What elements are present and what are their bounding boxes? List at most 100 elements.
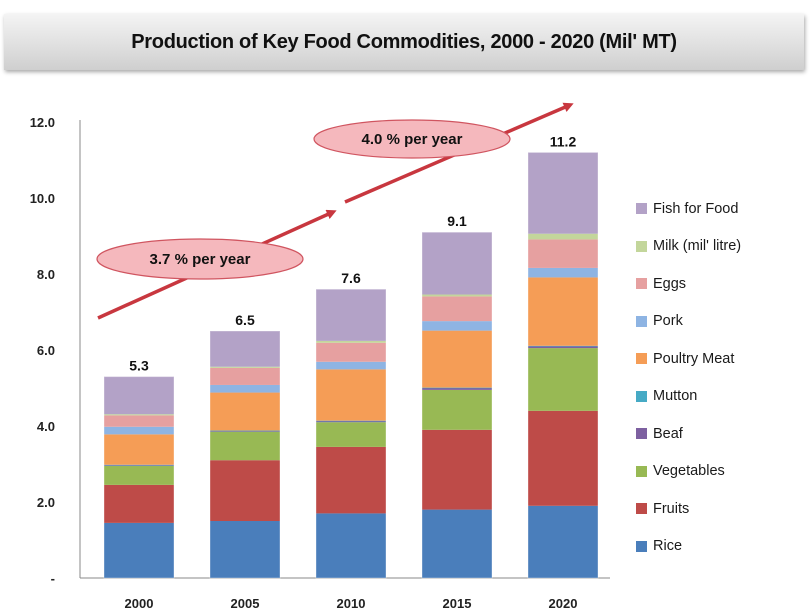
bar-stack: [527, 151, 599, 579]
bar-segment-eggs: [422, 296, 492, 322]
legend-swatch: [636, 390, 647, 402]
bar-segment-pork: [528, 267, 598, 278]
legend-swatch: [636, 278, 647, 290]
bar-outline: [315, 288, 387, 579]
legend-swatch: [636, 203, 647, 215]
bar-segment-beaf: [316, 421, 386, 423]
bar-segment-poultry-meat: [316, 369, 386, 421]
x-tick-label: 2010: [337, 596, 366, 611]
bar-outline: [103, 376, 175, 579]
bar-stack: [421, 231, 493, 579]
bar-segment-poultry-meat: [210, 392, 280, 431]
bar-segment-milk-mil-litre: [104, 414, 174, 416]
chart-title: Production of Key Food Commodities, 2000…: [131, 30, 677, 53]
legend-swatch: [636, 315, 647, 327]
bars: [103, 151, 599, 579]
bar-segment-fruits: [422, 429, 492, 510]
legend-item: Fruits: [636, 490, 806, 528]
total-label: 9.1: [447, 213, 467, 229]
legend-label: Milk (mil' litre): [653, 238, 742, 255]
x-tick-label: 2020: [549, 596, 578, 611]
y-tick-label: 4.0: [37, 419, 55, 434]
bar-segment-eggs: [104, 415, 174, 427]
legend-item: Vegetables: [636, 453, 806, 491]
bar-segment-rice: [104, 522, 174, 578]
bar-segment-milk-mil-litre: [316, 340, 386, 343]
bar-segment-rice: [210, 521, 280, 578]
legend-label: Poultry Meat: [653, 350, 735, 367]
bar-segment-mutton: [104, 464, 174, 466]
bar-segment-milk-mil-litre: [210, 366, 280, 368]
legend-item: Fish for Food: [636, 190, 806, 228]
y-tick-label: 8.0: [37, 267, 55, 282]
growth-rate-label: 3.7 % per year: [150, 251, 251, 268]
growth-ellipse: [96, 238, 304, 280]
bar-outline: [527, 151, 599, 579]
bar-segment-fish-for-food: [528, 152, 598, 234]
bar-segment-pork: [210, 384, 280, 393]
total-labels: 5.3 6.5 7.6 9.1 11.2: [129, 133, 576, 373]
bar-segment-vegetables: [210, 431, 280, 461]
bar-segment-pork: [316, 361, 386, 370]
y-tick-label: 6.0: [37, 343, 55, 358]
legend-label: Beaf: [653, 425, 683, 442]
legend-label: Mutton: [653, 388, 698, 405]
legend-item: Milk (mil' litre): [636, 228, 806, 266]
y-tick-label: 10.0: [30, 191, 55, 206]
bar-stack: [315, 288, 387, 579]
bar-segment-fruits: [316, 446, 386, 514]
bar-outline: [421, 231, 493, 579]
bar-segment-fish-for-food: [316, 289, 386, 341]
bar-segment-beaf: [210, 430, 280, 432]
legend: Fish for Food Milk (mil' litre) Eggs Pork Po…: [636, 190, 806, 565]
total-label: 5.3: [129, 358, 149, 374]
growth-ellipse: [313, 119, 511, 159]
bar-segment-eggs: [316, 342, 386, 362]
chart-title-band: Production of Key Food Commodities, 2000…: [4, 14, 804, 70]
bar-segment-eggs: [528, 239, 598, 268]
bar-segment-mutton: [316, 420, 386, 422]
bar-segment-fruits: [528, 410, 598, 506]
bar-segment-mutton: [528, 345, 598, 347]
legend-swatch: [636, 540, 647, 552]
y-tick-label: -: [51, 571, 55, 586]
x-tick-label: 2005: [231, 596, 260, 611]
legend-swatch: [636, 465, 647, 477]
legend-swatch: [636, 353, 647, 365]
y-tick-label: 2.0: [37, 495, 55, 510]
bar-segment-fruits: [210, 460, 280, 521]
total-label: 7.6: [341, 270, 361, 286]
legend-label: Vegetables: [653, 463, 725, 480]
bar-segment-mutton: [210, 430, 280, 432]
x-tick-label: 2015: [443, 596, 472, 611]
bar-outline: [209, 330, 281, 579]
legend-item: Beaf: [636, 415, 806, 453]
legend-label: Fish for Food: [653, 200, 739, 217]
bar-segment-vegetables: [528, 348, 598, 411]
bar-segment-mutton: [422, 387, 492, 389]
bar-segment-poultry-meat: [104, 434, 174, 465]
bar-stack: [209, 330, 281, 579]
bar-segment-rice: [422, 509, 492, 578]
legend-item: Pork: [636, 303, 806, 341]
legend-swatch: [636, 428, 647, 440]
bar-segment-fish-for-food: [210, 331, 280, 367]
growth-annotations: 3.7 % per year 4.0 % per year: [96, 102, 574, 320]
total-label: 6.5: [235, 312, 255, 328]
legend-item: Poultry Meat: [636, 340, 806, 378]
bar-segment-rice: [316, 513, 386, 578]
x-tick-label: 2000: [125, 596, 154, 611]
bar-segment-eggs: [210, 367, 280, 385]
bar-segment-pork: [104, 426, 174, 435]
bar-segment-pork: [422, 321, 492, 331]
legend-item: Mutton: [636, 378, 806, 416]
legend-swatch: [636, 503, 647, 515]
bar-stack: [103, 376, 175, 579]
total-label: 11.2: [550, 133, 577, 149]
bar-segment-milk-mil-litre: [528, 233, 598, 240]
bar-segment-fish-for-food: [104, 376, 174, 415]
growth-rate-label: 4.0 % per year: [362, 131, 463, 148]
bar-segment-beaf: [422, 388, 492, 390]
legend-label: Rice: [653, 538, 683, 555]
